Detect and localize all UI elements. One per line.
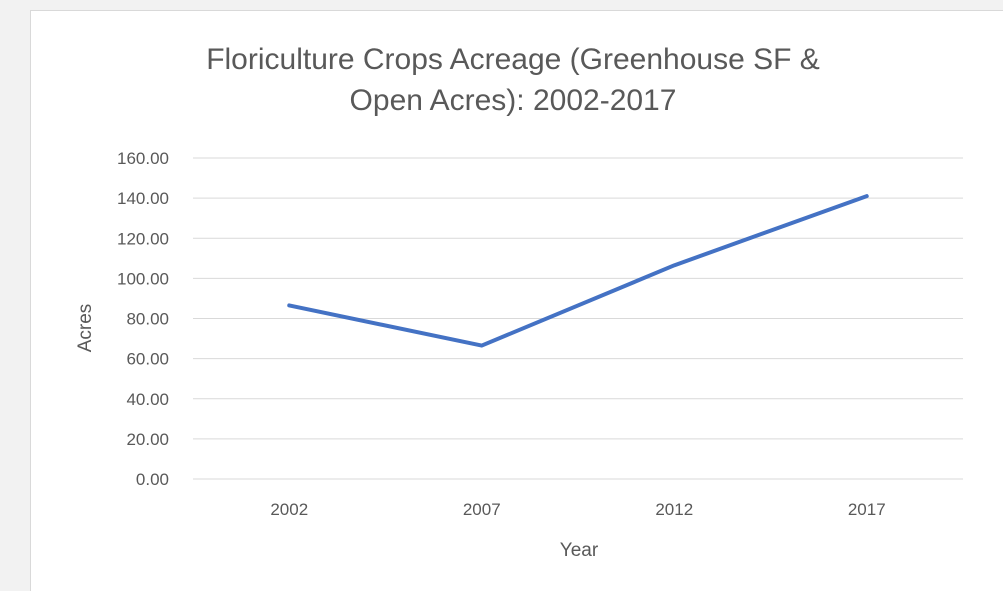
- series-line-layer: [287, 194, 869, 348]
- chart-title-line-1: Floriculture Crops Acreage (Greenhouse S…: [206, 43, 820, 76]
- x-tick-label: 2012: [655, 500, 693, 519]
- chart-title-line-2: Open Acres): 2002-2017: [350, 84, 677, 117]
- y-tick-label: 60.00: [126, 350, 169, 369]
- y-tick-label: 140.00: [117, 189, 169, 208]
- y-tick-label: 100.00: [117, 269, 169, 288]
- y-axis-tick-labels: 0.00 20.00 40.00 60.00 80.00 100.00 120.00 140.…: [117, 149, 169, 489]
- line-chart: Floriculture Crops Acreage (Greenhouse S…: [75, 43, 963, 561]
- x-axis-tick-labels: 2002 2007 2012 2017: [270, 500, 885, 519]
- x-tick-label: 2002: [270, 500, 308, 519]
- y-tick-label: 20.00: [126, 430, 169, 449]
- y-tick-label: 120.00: [117, 229, 169, 248]
- x-axis-title: Year: [560, 540, 599, 561]
- y-tick-label: 0.00: [136, 470, 169, 489]
- chart-area: Floriculture Crops Acreage (Greenhouse S…: [30, 10, 1003, 591]
- x-tick-label: 2007: [463, 500, 501, 519]
- y-tick-label: 160.00: [117, 149, 169, 168]
- series-line-0: [287, 194, 869, 348]
- x-tick-label: 2017: [848, 500, 886, 519]
- gridlines: [193, 157, 963, 480]
- y-tick-label: 40.00: [126, 390, 169, 409]
- y-tick-label: 80.00: [126, 310, 169, 329]
- y-axis-title: Acres: [75, 304, 96, 353]
